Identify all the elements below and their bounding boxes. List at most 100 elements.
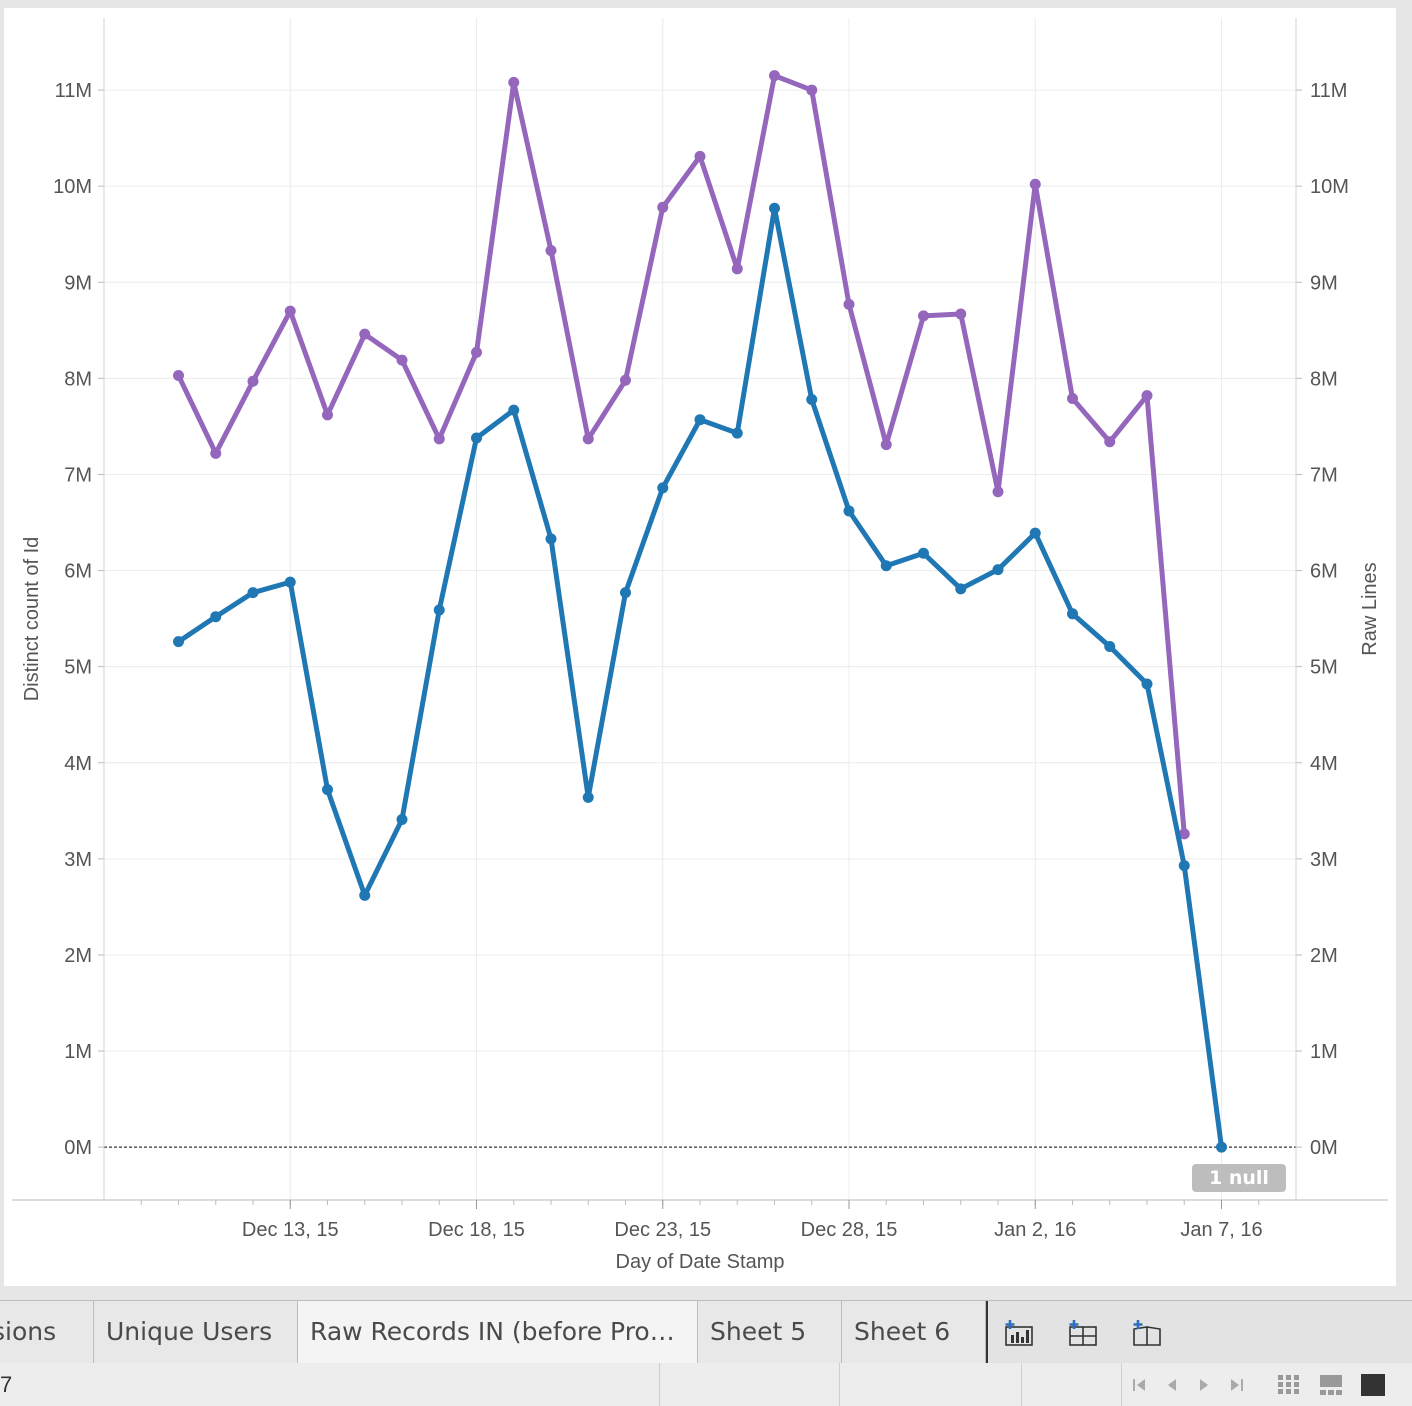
series-point-raw-lines xyxy=(359,328,371,340)
y-left-axis-title: Distinct count of Id xyxy=(21,537,43,702)
series-layer xyxy=(173,70,1227,1153)
series-point-raw-lines xyxy=(247,375,259,387)
y-left-tick-label: 1M xyxy=(64,1041,92,1063)
null-badge xyxy=(1192,1164,1286,1192)
tab-sheet-5[interactable]: Sheet 5 xyxy=(698,1301,842,1363)
series-point-distinct-count xyxy=(247,587,259,599)
sheet-sorter-icon[interactable] xyxy=(1276,1373,1302,1397)
series-point-distinct-count xyxy=(322,784,333,796)
tab-sessions[interactable]: sions xyxy=(0,1301,94,1363)
y-left-tick-label: 5M xyxy=(64,657,92,679)
series-point-distinct-count xyxy=(545,533,557,545)
y-right-tick-label: 5M xyxy=(1310,657,1338,679)
series-point-distinct-count xyxy=(1067,608,1078,620)
grid-layer xyxy=(104,18,1296,1200)
series-point-distinct-count xyxy=(284,576,296,588)
tab-sheet-6[interactable]: Sheet 6 xyxy=(842,1301,986,1363)
series-point-distinct-count xyxy=(433,604,445,616)
y-left-tick-label: 10M xyxy=(53,176,92,198)
series-point-raw-lines xyxy=(322,409,333,421)
series-point-raw-lines xyxy=(806,84,818,96)
series-point-raw-lines xyxy=(620,374,631,386)
y-right-tick-label: 4M xyxy=(1310,753,1338,775)
presentation-mode-icon[interactable] xyxy=(1360,1373,1386,1397)
status-cell-2 xyxy=(660,1363,840,1406)
series-point-raw-lines xyxy=(694,150,706,162)
y-right-tick-label: 1M xyxy=(1310,1041,1338,1063)
y-right-tick-label: 6M xyxy=(1310,561,1338,583)
series-point-distinct-count xyxy=(1029,527,1041,539)
series-point-raw-lines xyxy=(731,263,743,275)
axis-layer: 0M 0M 1M 1M 2M 2M 3M 3M 4M 4M 5M 5M 6M 6M 7M 7M 8M 8M 9M 9M… xyxy=(12,18,1388,1241)
series-point-raw-lines xyxy=(769,70,780,82)
previous-sheet-icon[interactable] xyxy=(1162,1375,1182,1395)
series-point-distinct-count xyxy=(508,404,520,416)
series-point-raw-lines xyxy=(210,447,222,459)
series-point-raw-lines xyxy=(545,245,557,257)
series-point-raw-lines xyxy=(173,369,184,381)
sheet-tab-bar: sions Unique Users Raw Records IN (befor… xyxy=(0,1300,1412,1364)
series-point-distinct-count xyxy=(210,611,222,623)
y-left-tick-label: 3M xyxy=(64,849,92,871)
tab-raw-records-in[interactable]: Raw Records IN (before Pro… xyxy=(298,1301,698,1363)
chart-panel: 0M 0M 1M 1M 2M 2M 3M 3M 4M 4M 5M 5M 6M 6M 7M 7M 8M 8M 9M 9M… xyxy=(4,8,1396,1286)
series-point-raw-lines xyxy=(1141,390,1153,402)
status-cell-4 xyxy=(1022,1363,1122,1406)
x-tick-label: Jan 2, 16 xyxy=(994,1219,1076,1241)
series-point-raw-lines xyxy=(1178,828,1190,840)
x-tick-label: Dec 18, 15 xyxy=(428,1219,525,1241)
series-point-distinct-count xyxy=(359,889,371,901)
y-right-tick-label: 7M xyxy=(1310,464,1338,486)
tab-tools xyxy=(986,1301,1412,1363)
y-left-tick-label: 2M xyxy=(64,945,92,967)
y-left-tick-label: 9M xyxy=(64,272,92,294)
y-right-tick-label: 11M xyxy=(1310,80,1347,102)
dual-axis-line-chart: 0M 0M 1M 1M 2M 2M 3M 3M 4M 4M 5M 5M 6M 6M 7M 7M 8M 8M 9M 9M… xyxy=(12,18,1388,1273)
x-tick-label: Dec 28, 15 xyxy=(801,1219,898,1241)
new-story-icon[interactable] xyxy=(1132,1319,1164,1347)
filmstrip-icon[interactable] xyxy=(1318,1373,1344,1397)
series-point-raw-lines xyxy=(582,433,594,445)
tab-unique-users[interactable]: Unique Users xyxy=(94,1301,298,1363)
null-badge-label: 1 null xyxy=(1209,1167,1269,1189)
series-point-raw-lines xyxy=(508,76,520,88)
series-point-distinct-count xyxy=(1104,640,1116,652)
series-point-raw-lines xyxy=(433,433,445,445)
series-point-distinct-count xyxy=(173,636,184,648)
series-point-raw-lines xyxy=(843,298,855,310)
series-point-distinct-count xyxy=(806,394,818,406)
series-point-distinct-count xyxy=(992,564,1004,576)
series-point-distinct-count xyxy=(471,432,482,444)
status-text: 7 xyxy=(0,1363,660,1406)
series-point-raw-lines xyxy=(992,486,1004,498)
status-bar: 7 xyxy=(0,1363,1412,1406)
series-point-distinct-count xyxy=(1141,678,1153,690)
series-point-distinct-count xyxy=(918,547,929,559)
first-sheet-icon[interactable] xyxy=(1130,1375,1150,1395)
last-sheet-icon[interactable] xyxy=(1226,1375,1246,1395)
series-point-distinct-count xyxy=(1216,1141,1227,1153)
series-point-raw-lines xyxy=(918,310,929,322)
y-right-axis-title: Raw Lines xyxy=(1359,562,1381,655)
series-point-distinct-count xyxy=(769,202,780,214)
series-point-distinct-count xyxy=(955,583,967,595)
next-sheet-icon[interactable] xyxy=(1194,1375,1214,1395)
new-worksheet-icon[interactable] xyxy=(1004,1319,1036,1347)
label-layer: Day of Date Stamp Distinct count of Id Raw… xyxy=(21,537,1381,1273)
series-point-distinct-count xyxy=(396,813,408,825)
y-right-tick-label: 0M xyxy=(1310,1137,1338,1159)
y-left-tick-label: 4M xyxy=(64,753,92,775)
y-left-tick-label: 6M xyxy=(64,561,92,583)
series-point-raw-lines xyxy=(471,346,482,358)
x-tick-label: Jan 7, 16 xyxy=(1180,1219,1262,1241)
y-right-tick-label: 10M xyxy=(1310,176,1349,198)
series-point-raw-lines xyxy=(1104,436,1116,448)
status-cell-3 xyxy=(840,1363,1022,1406)
new-dashboard-icon[interactable] xyxy=(1068,1319,1100,1347)
y-right-tick-label: 2M xyxy=(1310,945,1338,967)
y-left-tick-label: 0M xyxy=(64,1137,92,1159)
series-point-raw-lines xyxy=(955,308,967,320)
y-left-tick-label: 11M xyxy=(55,80,92,102)
y-left-tick-label: 7M xyxy=(64,464,92,486)
series-point-distinct-count xyxy=(620,587,631,599)
